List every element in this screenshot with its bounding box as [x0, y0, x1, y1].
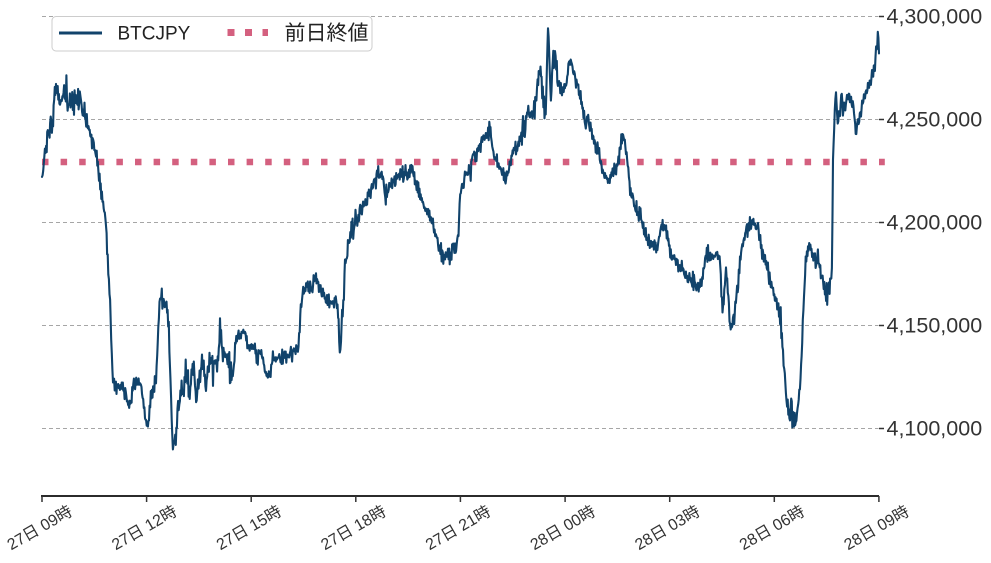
svg-text:28: 28	[632, 530, 656, 554]
svg-text:28: 28	[737, 530, 761, 554]
svg-text:15: 15	[247, 511, 271, 535]
svg-text:4,200,000: 4,200,000	[887, 210, 983, 234]
svg-text:BTCJPY: BTCJPY	[118, 24, 191, 45]
svg-text:28: 28	[842, 530, 866, 554]
svg-text:09: 09	[38, 511, 62, 535]
svg-text:27: 27	[318, 530, 342, 554]
svg-text:03: 03	[665, 511, 689, 535]
svg-text:27: 27	[109, 530, 133, 554]
svg-text:27: 27	[423, 530, 447, 554]
svg-text:28: 28	[528, 530, 552, 554]
svg-text:06: 06	[770, 511, 794, 535]
svg-text:12: 12	[142, 511, 166, 535]
svg-text:27: 27	[214, 530, 238, 554]
svg-text:18: 18	[352, 511, 376, 535]
svg-text:00: 00	[561, 511, 585, 535]
svg-text:4,100,000: 4,100,000	[887, 416, 983, 440]
svg-text:4,150,000: 4,150,000	[887, 313, 983, 337]
svg-text:21: 21	[456, 511, 480, 535]
svg-text:4,250,000: 4,250,000	[887, 107, 983, 131]
svg-text:27: 27	[5, 530, 29, 554]
svg-text:4,300,000: 4,300,000	[887, 4, 983, 28]
svg-text:09: 09	[875, 511, 899, 535]
